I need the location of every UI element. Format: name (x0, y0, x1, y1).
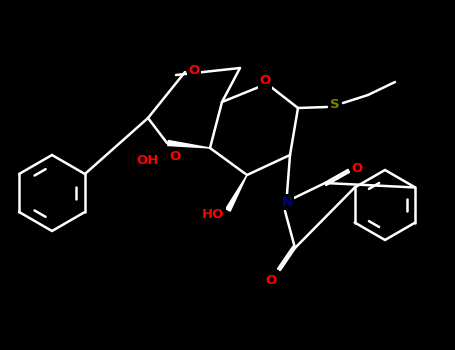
Polygon shape (226, 175, 247, 211)
Polygon shape (168, 140, 210, 148)
Text: HO: HO (202, 209, 224, 222)
Text: O: O (169, 150, 181, 163)
Text: O: O (351, 162, 363, 175)
Text: S: S (330, 98, 340, 112)
Text: N: N (282, 196, 293, 209)
Text: O: O (259, 75, 271, 88)
Text: O: O (265, 273, 277, 287)
Text: O: O (188, 64, 200, 77)
Text: OH: OH (137, 154, 159, 167)
